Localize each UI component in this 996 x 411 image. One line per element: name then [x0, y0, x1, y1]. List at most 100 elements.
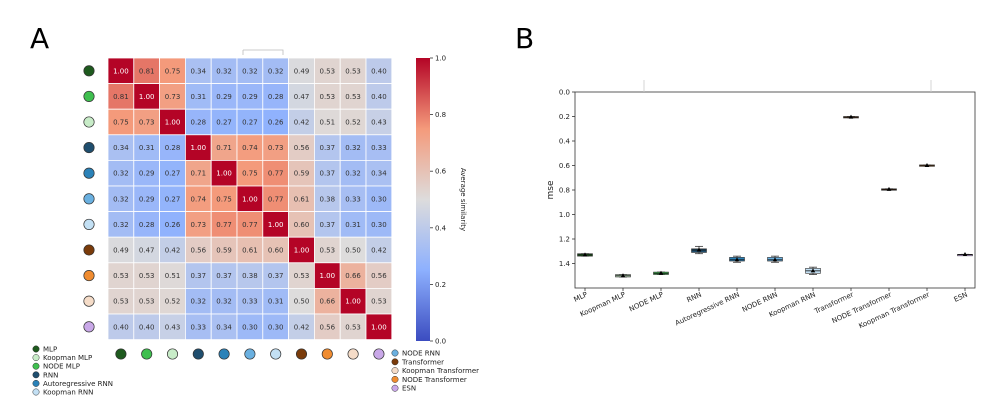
heatmap-cell — [262, 211, 289, 238]
cell-value: 0.71 — [191, 170, 207, 178]
column-marker — [166, 348, 179, 360]
heatmap-cell — [365, 185, 393, 213]
heatmap-cell — [184, 134, 212, 161]
y-tick-label: 0.4 — [559, 138, 571, 146]
cell-value: 0.75 — [216, 195, 232, 203]
heatmap-cell — [236, 287, 264, 315]
heatmap-cell — [184, 287, 212, 315]
cell-value: 0.73 — [268, 144, 284, 152]
heatmap-cell — [365, 262, 393, 289]
heatmap-cell — [313, 262, 341, 289]
heatmap-cell — [262, 159, 289, 187]
y-tick-label: 1.0 — [559, 211, 570, 219]
cell-value: 0.81 — [139, 67, 155, 75]
heatmap-cell — [184, 185, 212, 213]
cell-value: 0.47 — [139, 247, 155, 255]
heatmap-cell — [107, 236, 135, 264]
mean-marker — [696, 247, 702, 252]
heatmap-cell — [107, 262, 135, 289]
cell-value: 0.32 — [216, 67, 232, 75]
cell-value: 0.52 — [165, 298, 181, 306]
heatmap-cell — [365, 108, 393, 136]
cell-value: 0.53 — [345, 93, 361, 101]
row-marker — [83, 218, 95, 230]
heatmap-cell — [288, 262, 315, 289]
cell-value: 0.34 — [216, 323, 232, 331]
cell-value: 0.53 — [320, 247, 336, 255]
legend-swatch — [391, 349, 399, 357]
cell-value: 1.00 — [139, 93, 155, 101]
row-marker — [83, 295, 95, 307]
cell-value: 0.26 — [165, 221, 181, 229]
cell-value: 0.33 — [345, 195, 361, 203]
cell-value: 1.00 — [371, 323, 387, 331]
heatmap-cell — [107, 313, 135, 341]
cell-value: 0.60 — [268, 247, 284, 255]
column-marker — [270, 348, 282, 360]
row-marker — [83, 167, 95, 179]
legend-swatch — [391, 384, 399, 392]
cell-value: 0.53 — [320, 93, 336, 101]
cell-value: 0.40 — [139, 323, 155, 331]
mean-marker — [620, 273, 626, 278]
row-marker — [83, 116, 95, 128]
cell-value: 0.27 — [165, 170, 181, 178]
legend-label: RNN — [43, 371, 58, 379]
cell-value: 0.29 — [242, 93, 258, 101]
legend-swatch — [32, 362, 40, 370]
cell-value: 1.00 — [320, 272, 336, 280]
cell-value: 0.31 — [268, 298, 284, 306]
top-bracket — [242, 49, 284, 55]
heatmap-cell — [159, 262, 186, 289]
mean-marker — [924, 163, 930, 167]
legend-swatch — [32, 345, 40, 353]
heatmap-cell — [339, 211, 367, 238]
x-tick-label: RNN — [686, 291, 703, 305]
cell-value: 0.56 — [320, 323, 336, 331]
column-marker — [347, 348, 359, 360]
x-tick-label: MLP — [573, 291, 589, 304]
column-marker — [192, 348, 204, 360]
cell-value: 0.37 — [320, 170, 336, 178]
heatmap-cell — [236, 313, 264, 341]
colorbar-tick-label: 0.8 — [435, 111, 446, 119]
cell-value: 0.30 — [371, 221, 387, 229]
legend-label: ESN — [402, 385, 416, 393]
cell-value: 0.42 — [294, 323, 310, 331]
cell-value: 0.34 — [371, 170, 387, 178]
row-marker — [83, 90, 95, 102]
mean-marker — [810, 268, 816, 273]
heatmap-cell — [365, 313, 393, 341]
cell-value: 0.51 — [165, 272, 181, 280]
heatmap-cell — [133, 211, 161, 238]
cell-value: 0.53 — [320, 67, 336, 75]
mean-marker — [658, 270, 664, 275]
cell-value: 0.32 — [113, 221, 129, 229]
heatmap-cell — [236, 159, 264, 187]
cell-value: 1.00 — [294, 247, 310, 255]
cell-value: 0.32 — [113, 195, 129, 203]
heatmap-cell — [236, 83, 264, 110]
row-marker — [83, 244, 95, 256]
heatmap-cell — [288, 83, 315, 110]
heatmap-cell — [236, 185, 264, 213]
cell-value: 0.37 — [191, 272, 207, 280]
cell-value: 0.61 — [294, 195, 310, 203]
column-marker — [321, 348, 333, 360]
mean-marker — [848, 114, 854, 119]
cell-value: 0.66 — [320, 298, 336, 306]
colorbar-tick-label: 0.0 — [435, 338, 446, 346]
heatmap-cell — [133, 313, 161, 341]
column-marker — [115, 348, 127, 360]
heatmap-cell — [339, 159, 367, 187]
cell-value: 0.52 — [345, 119, 361, 127]
heatmap-cell — [210, 287, 238, 315]
cell-value: 0.53 — [139, 298, 155, 306]
cell-value: 0.60 — [294, 221, 310, 229]
cell-value: 0.75 — [242, 170, 258, 178]
heatmap-cell — [339, 83, 367, 110]
heatmap-cell — [365, 83, 393, 110]
cell-value: 0.31 — [139, 144, 155, 152]
cell-value: 0.81 — [113, 93, 129, 101]
